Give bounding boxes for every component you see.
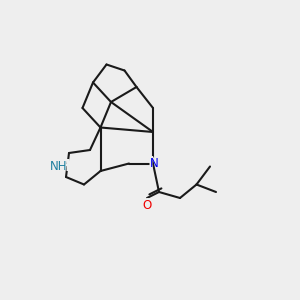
Text: N: N	[148, 156, 161, 171]
Text: NH: NH	[45, 159, 72, 174]
Text: O: O	[142, 199, 152, 212]
Text: NH: NH	[50, 160, 67, 173]
Text: O: O	[140, 198, 154, 213]
Text: N: N	[150, 157, 159, 170]
